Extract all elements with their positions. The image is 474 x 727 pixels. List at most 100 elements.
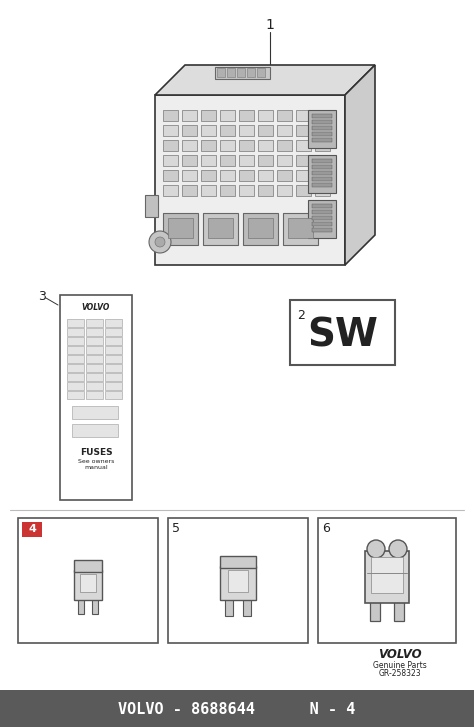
Bar xyxy=(163,125,178,136)
Text: VOLVO: VOLVO xyxy=(82,303,110,313)
Bar xyxy=(163,213,198,245)
Bar xyxy=(145,195,158,217)
Bar xyxy=(220,140,235,151)
Bar xyxy=(67,364,84,372)
Bar xyxy=(182,185,197,196)
Circle shape xyxy=(155,237,165,247)
Bar xyxy=(201,155,216,166)
Text: 1: 1 xyxy=(265,18,274,32)
Bar xyxy=(296,185,311,196)
Text: manual: manual xyxy=(84,465,108,470)
Bar xyxy=(201,110,216,121)
Bar xyxy=(60,295,132,500)
Bar xyxy=(86,382,103,390)
Bar xyxy=(86,346,103,354)
Bar xyxy=(258,185,273,196)
Bar xyxy=(315,185,330,196)
Bar xyxy=(74,560,102,572)
Bar xyxy=(239,155,254,166)
Bar xyxy=(277,140,292,151)
Bar xyxy=(312,210,332,214)
Bar xyxy=(220,110,235,121)
Bar xyxy=(163,185,178,196)
Bar xyxy=(277,155,292,166)
Polygon shape xyxy=(155,95,345,265)
Bar xyxy=(258,125,273,136)
Bar xyxy=(277,110,292,121)
Bar xyxy=(201,125,216,136)
Bar xyxy=(296,140,311,151)
Bar xyxy=(312,177,332,181)
Polygon shape xyxy=(345,65,375,265)
Bar xyxy=(243,213,278,245)
Bar xyxy=(67,382,84,390)
Bar xyxy=(182,140,197,151)
Bar xyxy=(296,155,311,166)
Bar xyxy=(220,125,235,136)
Bar xyxy=(203,213,238,245)
Bar xyxy=(67,373,84,381)
Bar xyxy=(168,518,308,643)
Bar xyxy=(67,346,84,354)
Bar xyxy=(106,337,122,345)
Bar xyxy=(182,110,197,121)
Bar xyxy=(247,68,255,77)
Bar xyxy=(315,155,330,166)
Bar xyxy=(106,319,122,327)
Bar xyxy=(283,213,318,245)
Bar xyxy=(182,125,197,136)
Bar xyxy=(72,424,118,437)
Bar xyxy=(227,68,235,77)
Bar xyxy=(201,140,216,151)
Bar xyxy=(86,355,103,363)
Bar xyxy=(239,110,254,121)
Bar xyxy=(312,159,332,163)
Text: VOLVO: VOLVO xyxy=(378,648,422,662)
Bar xyxy=(312,222,332,226)
Text: 2: 2 xyxy=(297,309,305,322)
Bar xyxy=(308,155,336,193)
Bar xyxy=(163,155,178,166)
Bar xyxy=(106,373,122,381)
Bar xyxy=(258,110,273,121)
Bar xyxy=(239,140,254,151)
Bar xyxy=(312,228,332,232)
Bar xyxy=(163,110,178,121)
Bar xyxy=(220,556,256,568)
Bar xyxy=(239,185,254,196)
Bar xyxy=(258,155,273,166)
Bar xyxy=(312,120,332,124)
Bar xyxy=(258,170,273,181)
Bar xyxy=(277,170,292,181)
Bar xyxy=(239,170,254,181)
Bar xyxy=(208,218,233,238)
Bar xyxy=(312,171,332,175)
Bar xyxy=(182,155,197,166)
Bar xyxy=(370,601,380,621)
Bar xyxy=(201,170,216,181)
Bar xyxy=(308,110,336,148)
Bar xyxy=(312,204,332,208)
Bar xyxy=(67,355,84,363)
Bar xyxy=(74,570,102,600)
Bar xyxy=(312,132,332,136)
Bar xyxy=(312,183,332,187)
Bar xyxy=(296,125,311,136)
Bar xyxy=(67,337,84,345)
Bar xyxy=(258,140,273,151)
Bar xyxy=(201,185,216,196)
Bar xyxy=(78,598,84,614)
Bar xyxy=(106,346,122,354)
Polygon shape xyxy=(155,65,375,95)
Bar xyxy=(394,601,404,621)
Bar xyxy=(67,391,84,399)
Bar xyxy=(312,126,332,130)
Bar xyxy=(86,364,103,372)
Text: 3: 3 xyxy=(38,290,46,303)
Text: 5: 5 xyxy=(172,521,180,534)
Bar xyxy=(296,170,311,181)
Bar xyxy=(86,391,103,399)
Bar xyxy=(318,518,456,643)
Bar xyxy=(312,138,332,142)
Bar xyxy=(22,522,42,537)
